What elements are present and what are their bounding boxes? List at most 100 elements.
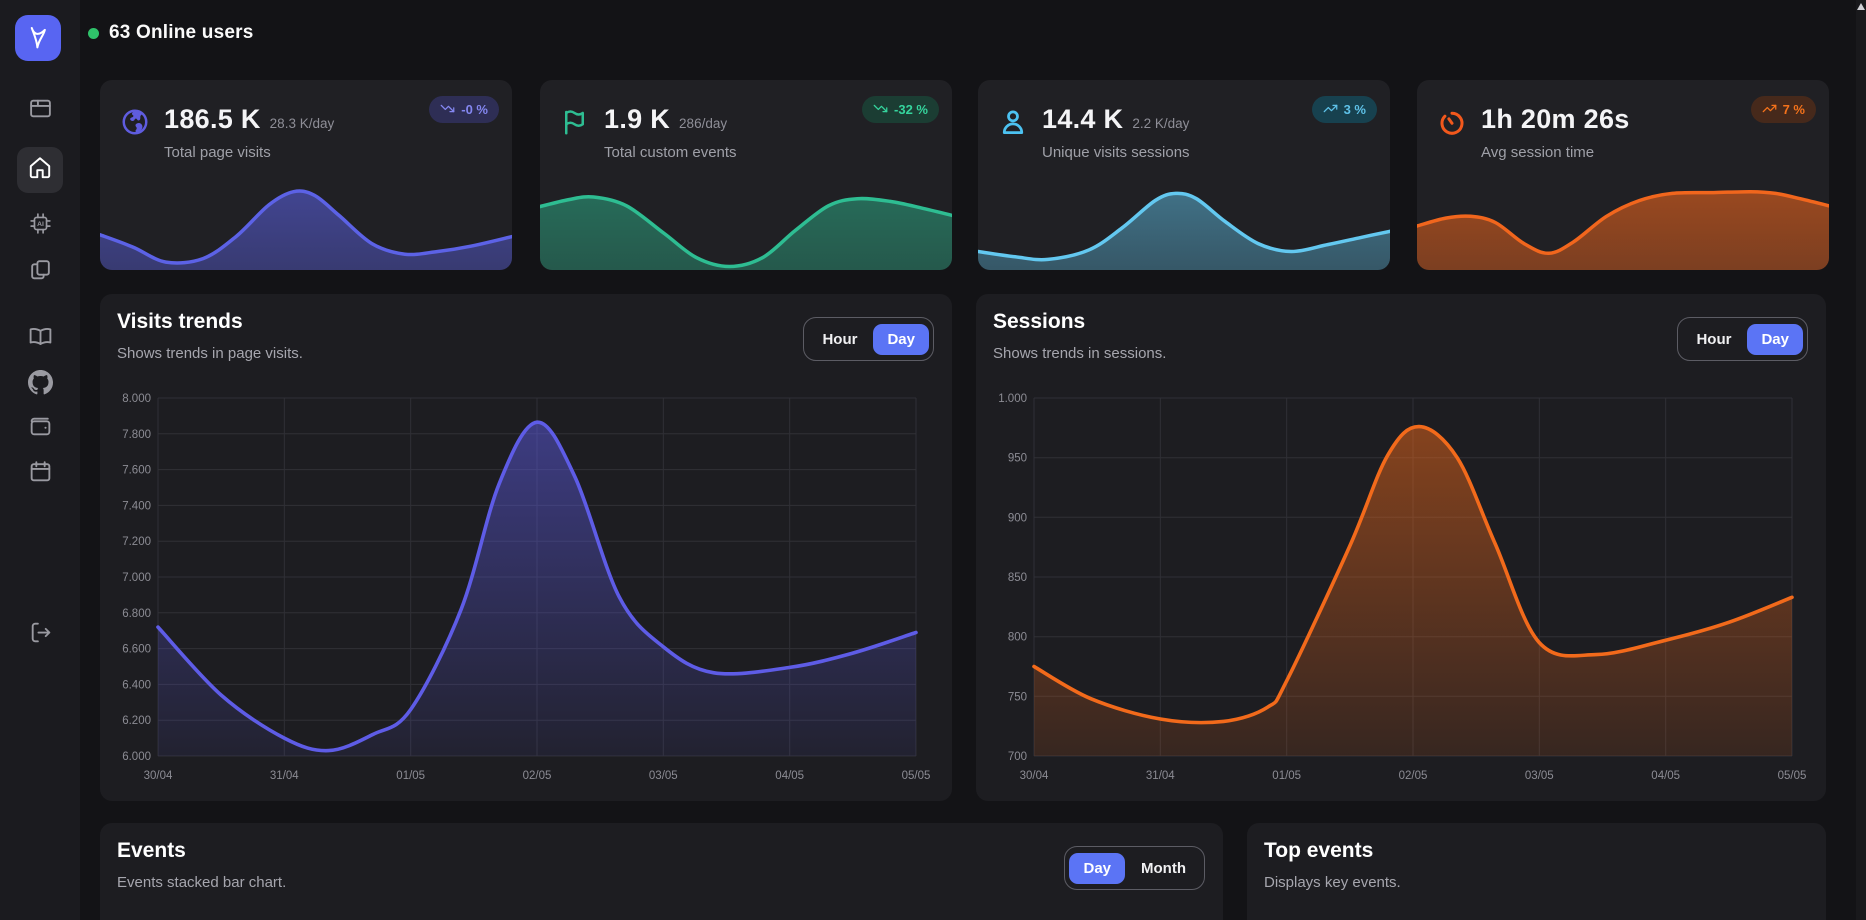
globe-icon bbox=[120, 107, 150, 137]
toggle-option-month[interactable]: Month bbox=[1127, 853, 1200, 884]
visits-line-chart: 8.000 7.800 7.600 7.400 7.200 7.000 6.800 6.600… bbox=[112, 386, 936, 790]
sidebar-item-billing[interactable] bbox=[0, 414, 80, 444]
sparkline-chart bbox=[978, 182, 1390, 270]
stat-value: 14.4 K bbox=[1042, 104, 1124, 134]
stat-card-session-time: 1h 20m 26s Avg session time 7 % bbox=[1417, 80, 1829, 270]
stat-card-unique-sessions: 14.4 K 2.2 K/day Unique visits sessions … bbox=[978, 80, 1390, 270]
sidebar-item-dashboard[interactable] bbox=[0, 96, 80, 126]
online-status-dot bbox=[88, 27, 99, 39]
svg-text:6.000: 6.000 bbox=[122, 751, 151, 763]
toggle-option-hour[interactable]: Hour bbox=[808, 324, 871, 355]
svg-text:800: 800 bbox=[1008, 632, 1027, 644]
stat-label: Total custom events bbox=[604, 144, 737, 161]
svg-text:01/05: 01/05 bbox=[396, 770, 425, 782]
badge-text: 3 % bbox=[1343, 102, 1366, 117]
stat-card-custom-events: 1.9 K 286/day Total custom events -32 % bbox=[540, 80, 952, 270]
svg-text:05/05: 05/05 bbox=[1778, 770, 1807, 782]
events-panel: Events Events stacked bar chart. Day Mon… bbox=[100, 823, 1223, 920]
scrollbar-up-arrow[interactable] bbox=[1857, 3, 1865, 10]
ai-chip-label: AI bbox=[37, 221, 44, 228]
svg-text:03/05: 03/05 bbox=[649, 770, 678, 782]
trend-badge: 7 % bbox=[1750, 96, 1816, 123]
stat-label: Total page visits bbox=[164, 144, 271, 161]
svg-text:6.200: 6.200 bbox=[122, 715, 151, 727]
hour-day-toggle: Hour Day bbox=[1677, 317, 1808, 361]
svg-text:04/05: 04/05 bbox=[775, 770, 804, 782]
svg-text:7.800: 7.800 bbox=[122, 429, 151, 441]
stat-rate: 286/day bbox=[679, 116, 728, 131]
visits-trends-panel: Visits trends Shows trends in page visit… bbox=[100, 294, 952, 801]
logout-icon bbox=[28, 620, 53, 650]
sidebar-item-pages[interactable] bbox=[0, 257, 80, 287]
sparkline-chart bbox=[100, 182, 512, 270]
calendar-icon bbox=[28, 459, 53, 489]
sidebar-item-github[interactable] bbox=[0, 370, 80, 400]
hour-day-toggle: Hour Day bbox=[803, 317, 934, 361]
scrollbar-track[interactable] bbox=[1856, 0, 1866, 920]
user-icon bbox=[998, 107, 1028, 137]
sidebar-item-logout[interactable] bbox=[0, 620, 80, 650]
online-users-label: 63 Online users bbox=[109, 22, 254, 43]
svg-text:900: 900 bbox=[1008, 512, 1027, 524]
svg-text:02/05: 02/05 bbox=[1399, 770, 1428, 782]
panel-title: Visits trends bbox=[117, 310, 243, 333]
svg-text:6.400: 6.400 bbox=[122, 679, 151, 691]
sidebar-item-calendar[interactable] bbox=[0, 459, 80, 489]
stat-rate: 28.3 K/day bbox=[269, 116, 335, 131]
panel-subtitle: Displays key events. bbox=[1264, 874, 1401, 891]
svg-text:750: 750 bbox=[1008, 691, 1027, 703]
copy-pages-icon bbox=[28, 257, 53, 287]
svg-text:31/04: 31/04 bbox=[270, 770, 299, 782]
toggle-option-hour[interactable]: Hour bbox=[1682, 324, 1745, 355]
svg-text:03/05: 03/05 bbox=[1525, 770, 1554, 782]
badge-text: 7 % bbox=[1782, 102, 1805, 117]
panel-title: Events bbox=[117, 839, 186, 862]
svg-text:31/04: 31/04 bbox=[1146, 770, 1175, 782]
trend-up-icon bbox=[1323, 101, 1338, 119]
stat-label: Avg session time bbox=[1481, 144, 1595, 161]
stat-rate: 2.2 K/day bbox=[1132, 116, 1190, 131]
stat-value: 186.5 K bbox=[164, 104, 261, 134]
sidebar-item-docs[interactable] bbox=[0, 324, 80, 354]
top-events-panel: Top events Displays key events. bbox=[1247, 823, 1826, 920]
wallet-icon bbox=[28, 414, 53, 444]
svg-text:850: 850 bbox=[1008, 572, 1027, 584]
trend-up-icon bbox=[1762, 101, 1777, 119]
svg-text:8.000: 8.000 bbox=[122, 393, 151, 405]
day-month-toggle: Day Month bbox=[1064, 846, 1205, 890]
svg-text:05/05: 05/05 bbox=[902, 770, 931, 782]
svg-text:7.600: 7.600 bbox=[122, 465, 151, 477]
sparkline-chart bbox=[1417, 182, 1829, 270]
toggle-option-day[interactable]: Day bbox=[1069, 852, 1126, 884]
trend-badge: -0 % bbox=[429, 96, 499, 123]
svg-text:7.000: 7.000 bbox=[122, 572, 151, 584]
panel-subtitle: Shows trends in sessions. bbox=[993, 345, 1167, 362]
stat-value: 1h 20m 26s bbox=[1481, 104, 1630, 134]
stat-label: Unique visits sessions bbox=[1042, 144, 1190, 161]
trend-down-icon bbox=[440, 101, 455, 119]
sparkline-chart bbox=[540, 182, 952, 270]
sidebar-item-ai[interactable]: AI bbox=[0, 211, 80, 241]
toggle-option-day[interactable]: Day bbox=[873, 323, 929, 355]
github-icon bbox=[27, 370, 53, 400]
toggle-option-day[interactable]: Day bbox=[1747, 323, 1803, 355]
trend-badge: -32 % bbox=[862, 96, 939, 123]
panel-subtitle: Shows trends in page visits. bbox=[117, 345, 303, 362]
stat-value: 1.9 K bbox=[604, 104, 671, 134]
panel-title: Top events bbox=[1264, 839, 1374, 862]
sidebar: AI bbox=[0, 0, 80, 920]
timer-icon bbox=[1437, 107, 1467, 137]
svg-text:04/05: 04/05 bbox=[1651, 770, 1680, 782]
svg-text:700: 700 bbox=[1008, 751, 1027, 763]
svg-text:02/05: 02/05 bbox=[523, 770, 552, 782]
sessions-line-chart: 1.000 950 900 850 800 750 700 30/04 31/04 01/05 02… bbox=[988, 386, 1812, 790]
browser-window-icon bbox=[28, 96, 53, 126]
svg-text:7.400: 7.400 bbox=[122, 500, 151, 512]
svg-text:950: 950 bbox=[1008, 453, 1027, 465]
panel-title: Sessions bbox=[993, 310, 1086, 333]
swoosh-logo-icon[interactable] bbox=[15, 15, 61, 61]
svg-text:1.000: 1.000 bbox=[998, 393, 1027, 405]
sidebar-item-home[interactable] bbox=[17, 147, 63, 193]
stat-card-page-visits: 186.5 K 28.3 K/day Total page visits -0 … bbox=[100, 80, 512, 270]
ai-chip-icon: AI bbox=[28, 211, 53, 241]
